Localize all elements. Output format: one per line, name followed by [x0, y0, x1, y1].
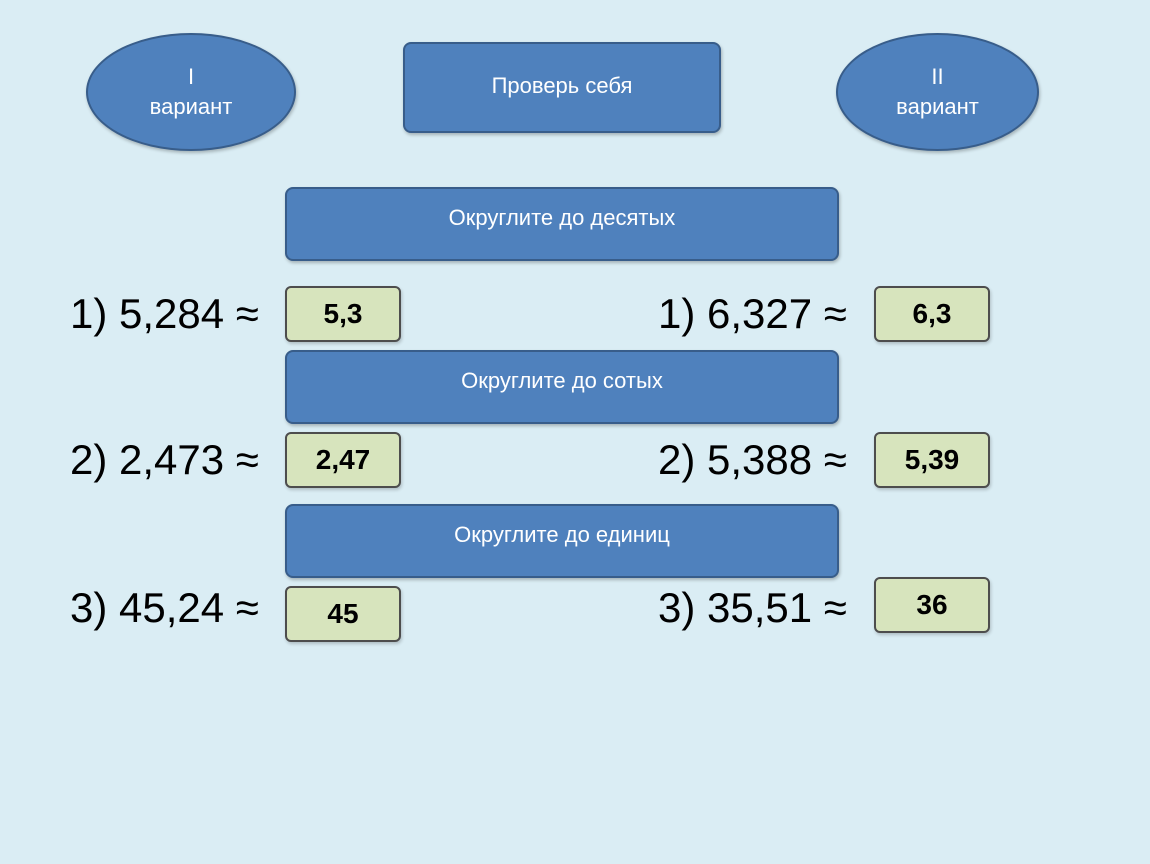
- right-expression-1: 1) 6,327 ≈: [658, 290, 847, 337]
- variant-1-numeral: I: [187, 64, 195, 89]
- section-units-button[interactable]: Округлите до единиц: [285, 504, 839, 578]
- left-expression-3: 3) 45,24 ≈: [70, 584, 259, 631]
- variant-2-numeral: II: [931, 64, 944, 89]
- right-expression-3: 3) 35,51 ≈: [658, 584, 847, 631]
- section-hundredths-button[interactable]: Округлите до сотых: [285, 350, 839, 424]
- section-tenths-button[interactable]: Округлите до десятых: [285, 187, 839, 261]
- right-answer-2[interactable]: 5,39: [874, 432, 990, 488]
- left-answer-3[interactable]: 45: [285, 586, 401, 642]
- variant-1-label: вариант: [149, 94, 233, 119]
- section-title: Округлите до единиц: [454, 522, 670, 547]
- left-answer-2[interactable]: 2,47: [285, 432, 401, 488]
- check-yourself-button[interactable]: Проверь себя: [403, 42, 721, 133]
- right-expression-2: 2) 5,388 ≈: [658, 436, 847, 483]
- variant-1-button[interactable]: I вариант: [86, 33, 296, 151]
- left-answer-1[interactable]: 5,3: [285, 286, 401, 342]
- left-expression-2: 2) 2,473 ≈: [70, 436, 259, 483]
- variant-2-label: вариант: [896, 94, 979, 119]
- section-title: Округлите до сотых: [461, 368, 663, 393]
- variant-2-button[interactable]: II вариант: [836, 33, 1039, 151]
- right-answer-1[interactable]: 6,3: [874, 286, 990, 342]
- check-yourself-label: Проверь себя: [491, 72, 633, 98]
- left-expression-1: 1) 5,284 ≈: [70, 290, 259, 337]
- right-answer-3[interactable]: 36: [874, 577, 990, 633]
- section-title: Округлите до десятых: [448, 205, 676, 230]
